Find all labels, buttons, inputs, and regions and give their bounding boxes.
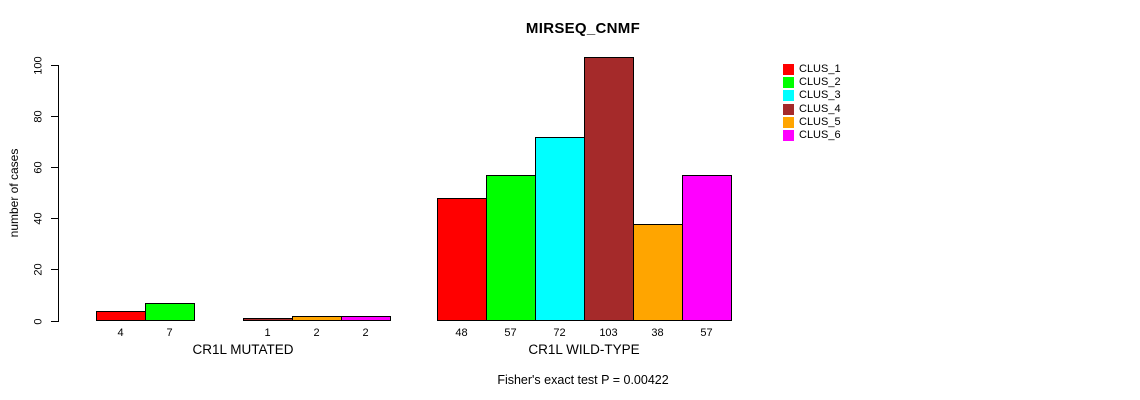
bar-value-label: 7 [166, 327, 173, 339]
bar-clus-6 [682, 175, 732, 321]
bar-value-label: 2 [362, 327, 369, 339]
legend: CLUS_1 CLUS_2 CLUS_3 CLUS_4 CLUS_5 CLUS_6 [783, 63, 841, 142]
legend-label: CLUS_3 [799, 89, 841, 102]
legend-item: CLUS_2 [783, 76, 841, 89]
bar-value-label: 57 [504, 327, 517, 339]
legend-color-swatch [783, 64, 794, 76]
y-tick-label: 80 [32, 110, 45, 123]
y-tick-label: 40 [32, 212, 45, 225]
y-axis-line [58, 65, 59, 322]
y-tick-label: 0 [32, 317, 45, 325]
bar-value-label: 2 [313, 327, 320, 339]
x-group-label: CR1L WILD-TYPE [528, 342, 640, 357]
bar-value-label: 72 [553, 327, 566, 339]
legend-label: CLUS_5 [799, 115, 841, 128]
legend-label: CLUS_1 [799, 63, 841, 76]
bar-clus-3 [535, 136, 585, 321]
legend-color-swatch [783, 90, 794, 102]
legend-item: CLUS_3 [783, 89, 841, 102]
bar-clus-2 [145, 303, 195, 321]
y-tick [51, 166, 58, 168]
legend-color-swatch [783, 116, 794, 128]
legend-item: CLUS_1 [783, 63, 841, 76]
y-tick-label: 100 [32, 55, 45, 75]
bar-value-label: 38 [651, 327, 664, 339]
bar-value-label: 103 [599, 327, 618, 339]
legend-item: CLUS_5 [783, 116, 841, 129]
legend-color-swatch [783, 130, 794, 142]
bar-value-label: 57 [700, 327, 713, 339]
y-tick [51, 269, 58, 271]
bar-clus-1 [96, 310, 146, 321]
y-tick-label: 60 [32, 161, 45, 174]
chart-title: MIRSEQ_CNMF [525, 20, 641, 37]
y-tick-label: 20 [32, 263, 45, 276]
legend-label: CLUS_6 [799, 129, 841, 142]
footer-annotation: Fisher's exact test P = 0.00422 [497, 373, 669, 387]
bar-clus-5 [292, 315, 342, 321]
legend-label: CLUS_2 [799, 76, 841, 89]
legend-color-swatch [783, 77, 794, 89]
bar-clus-4 [243, 318, 293, 321]
x-group-label: CR1L MUTATED [192, 342, 294, 357]
bar-value-label: 4 [117, 327, 124, 339]
bar-clus-4 [584, 57, 634, 321]
bar-value-label: 1 [264, 327, 271, 339]
legend-item: CLUS_6 [783, 129, 841, 142]
legend-item: CLUS_4 [783, 103, 841, 116]
y-tick [51, 320, 58, 322]
bar-clus-5 [633, 223, 683, 321]
bar-clus-2 [486, 175, 536, 321]
y-tick [51, 115, 58, 117]
y-axis-title: number of cases [7, 148, 21, 238]
legend-label: CLUS_4 [799, 102, 841, 115]
bar-value-label: 48 [455, 327, 468, 339]
legend-color-swatch [783, 103, 794, 115]
bar-clus-6 [341, 315, 391, 321]
y-tick [51, 218, 58, 220]
bar-clus-1 [437, 198, 487, 321]
y-tick [51, 64, 58, 66]
